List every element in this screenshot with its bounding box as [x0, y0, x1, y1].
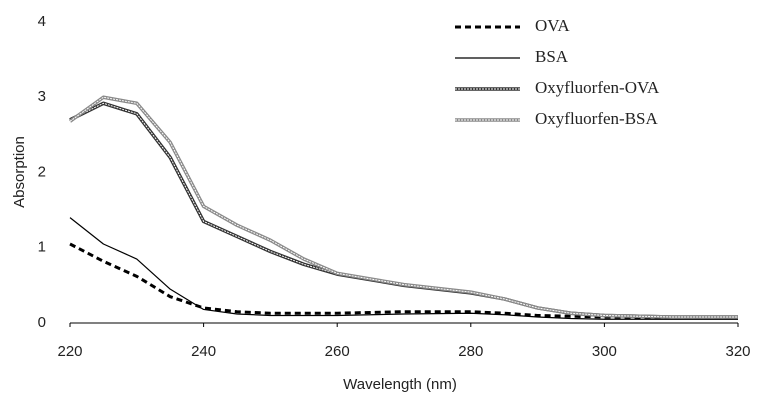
data-line — [69, 242, 738, 320]
x-tick-label: 260 — [325, 343, 350, 360]
y-axis-label: Absorption — [11, 136, 28, 208]
y-tick-label: 3 — [38, 88, 46, 105]
x-tick-label: 320 — [725, 343, 750, 360]
y-tick-label: 2 — [38, 163, 46, 180]
x-tick-label: 280 — [458, 343, 483, 360]
data-line — [69, 217, 738, 320]
line-inner — [69, 96, 738, 318]
y-tick-label: 0 — [38, 314, 46, 331]
legend-label: Oxyfluorfen-BSA — [535, 109, 658, 128]
legend-label: Oxyfluorfen-OVA — [535, 78, 660, 97]
legend-label: OVA — [535, 16, 570, 35]
x-tick-label: 240 — [191, 343, 216, 360]
x-tick-label: 220 — [57, 343, 82, 360]
x-axis-label: Wavelength (nm) — [343, 376, 457, 393]
y-tick-label: 4 — [38, 13, 46, 30]
data-line — [68, 95, 738, 319]
y-tick-label: 1 — [38, 239, 46, 256]
legend-label: BSA — [535, 47, 569, 66]
x-tick-label: 300 — [592, 343, 617, 360]
